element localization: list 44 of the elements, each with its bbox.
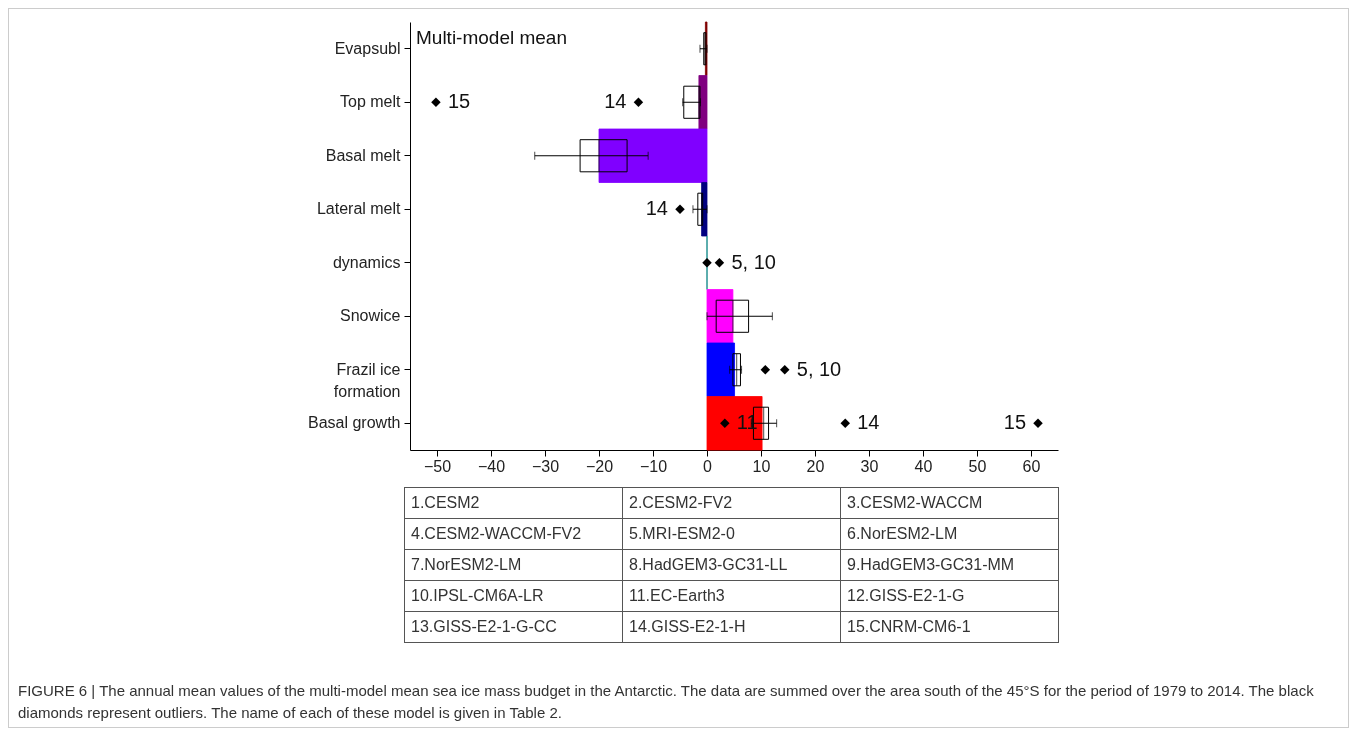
x-tick-label: −30: [531, 457, 560, 475]
x-tick-label: 0: [703, 457, 713, 475]
x-tick-label: 60: [1022, 457, 1041, 475]
y-tick-label: Top melt: [340, 93, 402, 111]
caption: FIGURE 6 | The annual mean values of the multi-model mean sea ice mass budget in the Antarctic. The data are summed over the area south of the 45°S for the period of 1979 to 2014. The black diamonds represent outliers. The name of each of these model is given in Table 2.: [18, 681, 1315, 723]
annotation: 14: [645, 197, 668, 220]
y-tick-label: Basal melt: [325, 146, 402, 164]
text: 2.CESM2-FV2: [622, 487, 841, 519]
text: 1.CESM2: [404, 487, 623, 519]
y-tick-label: Basal growth: [308, 414, 401, 432]
text: 8.HadGEM3-GC31-LL: [622, 549, 841, 581]
x-tick-label: −50: [423, 457, 452, 475]
text: 4.CESM2-WACCM-FV2: [404, 518, 623, 550]
annotation: 14: [857, 411, 880, 434]
x-tick-label: 20: [806, 457, 825, 475]
text: 15.CNRM-CM6-1: [840, 611, 1059, 643]
x-tick-label: 30: [860, 457, 879, 475]
text: 13.GISS-E2-1-G-CC: [404, 611, 623, 643]
text: 5.MRI-ESM2-0: [622, 518, 841, 550]
x-tick-label: 50: [968, 457, 987, 475]
x-tick-label: −20: [585, 457, 614, 475]
annotation: 15: [1003, 411, 1027, 434]
y-tick-label: dynamics: [332, 253, 401, 271]
text: 7.NorESM2-LM: [404, 549, 623, 581]
text: 11.EC-Earth3: [622, 580, 841, 612]
annotation: 5, 10: [796, 357, 842, 380]
x-tick-label: 40: [914, 457, 933, 475]
y-tick-label: Evapsubl: [334, 39, 401, 57]
y-tick-label: Lateral melt: [316, 200, 402, 218]
y-tick-label: Snowice: [340, 307, 401, 325]
chart-title: Multi-model mean: [416, 26, 567, 48]
text: 12.GISS-E2-1-G: [840, 580, 1059, 612]
annotation: 15: [447, 90, 471, 113]
text: 6.NorESM2-LM: [840, 518, 1059, 550]
text: 14.GISS-E2-1-H: [622, 611, 841, 643]
text: 3.CESM2-WACCM: [840, 487, 1059, 519]
x-tick-label: −10: [639, 457, 668, 475]
y-tick-label: Frazil ice formation: [333, 360, 401, 400]
x-tick-label: −40: [477, 457, 506, 475]
annotation: 5, 10: [731, 250, 776, 273]
x-tick-label: 10: [752, 457, 771, 475]
text: 9.HadGEM3-GC31-MM: [840, 549, 1059, 581]
text: 10.IPSL-CM6A-LR: [404, 580, 623, 612]
annotation: 14: [604, 90, 627, 113]
